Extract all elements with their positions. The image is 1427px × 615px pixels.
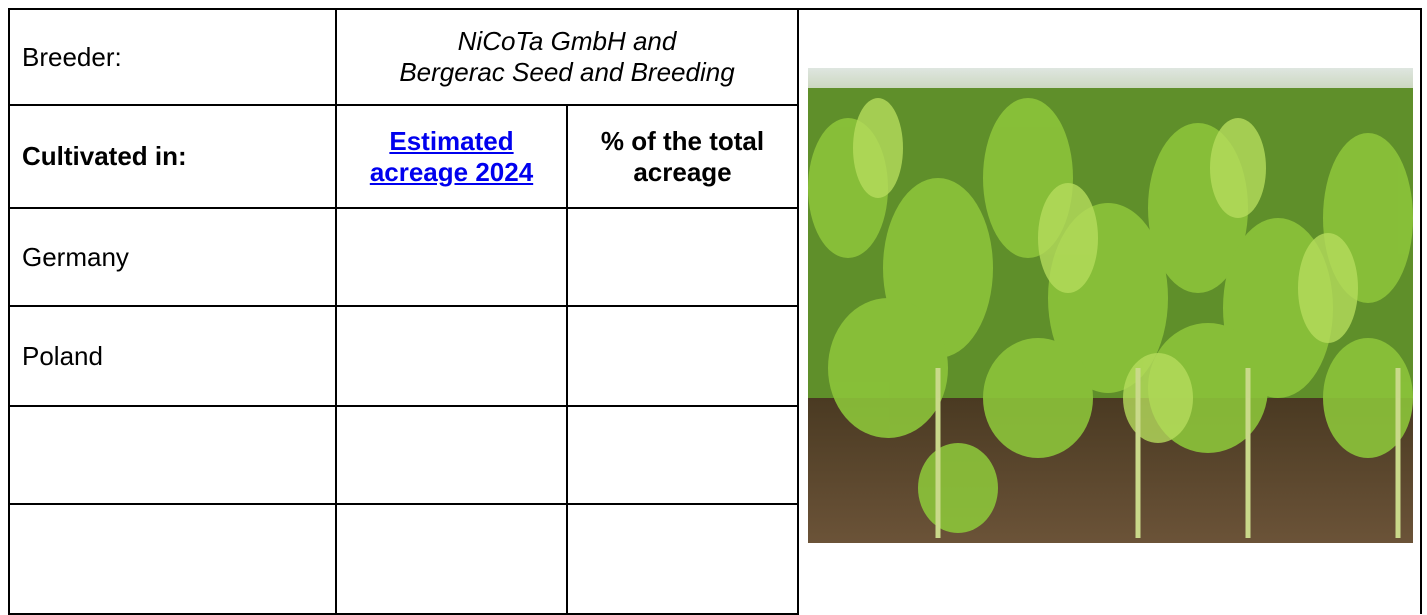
empty-cell xyxy=(567,406,798,504)
variety-table: Breeder: NiCoTa GmbH and Bergerac Seed a… xyxy=(8,8,1422,615)
empty-cell xyxy=(567,208,798,306)
empty-cell xyxy=(567,504,798,614)
empty-cell xyxy=(9,406,336,504)
tobacco-field-photo xyxy=(808,68,1413,543)
breeder-value-cell: NiCoTa GmbH and Bergerac Seed and Breedi… xyxy=(336,9,798,105)
breeder-label-cell: Breeder: xyxy=(9,9,336,105)
empty-cell xyxy=(336,406,567,504)
page: Breeder: NiCoTa GmbH and Bergerac Seed a… xyxy=(0,0,1427,600)
country: Germany xyxy=(22,242,129,272)
breeder-label: Breeder: xyxy=(22,42,122,72)
link-line[interactable]: Estimated xyxy=(389,126,513,156)
country: Poland xyxy=(22,341,103,371)
breeder-line: NiCoTa GmbH and xyxy=(349,26,785,57)
image-cell xyxy=(798,9,1421,614)
empty-cell xyxy=(567,306,798,406)
country-cell: Germany xyxy=(9,208,336,306)
empty-cell xyxy=(336,306,567,406)
country-cell: Poland xyxy=(9,306,336,406)
header-label: Cultivated in: xyxy=(22,141,187,171)
header-cell: Cultivated in: xyxy=(9,105,336,208)
empty-cell xyxy=(9,504,336,614)
empty-cell xyxy=(336,208,567,306)
breeder-line: Bergerac Seed and Breeding xyxy=(349,57,785,88)
header-line: % of the total xyxy=(580,126,785,157)
header-cell: % of the total acreage xyxy=(567,105,798,208)
empty-cell xyxy=(336,504,567,614)
header-line: acreage xyxy=(580,157,785,188)
link-line[interactable]: acreage 2024 xyxy=(370,157,533,187)
